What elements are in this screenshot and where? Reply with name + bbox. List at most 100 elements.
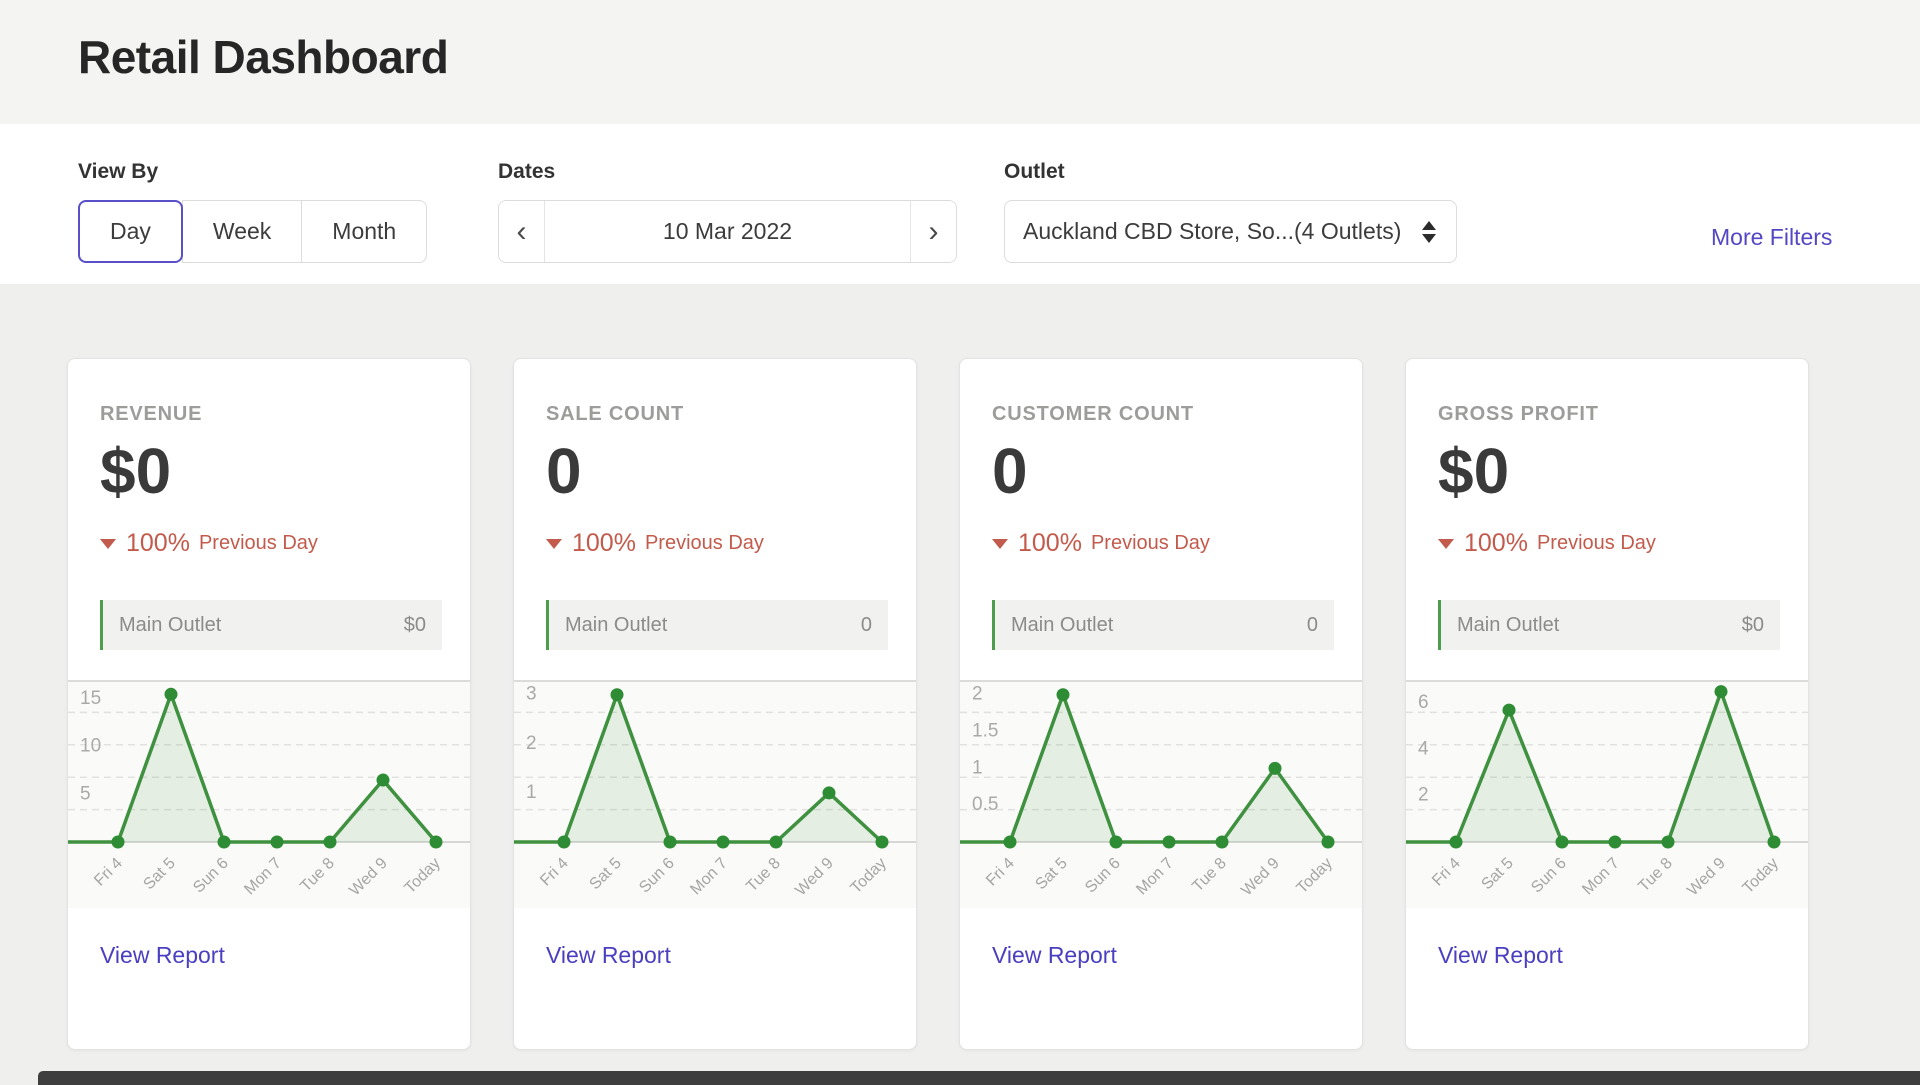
previous-day-button[interactable]: ‹ [499,201,545,262]
filter-outlet: Outlet Auckland CBD Store, So...(4 Outle… [1004,160,1457,263]
svg-text:Sun 6: Sun 6 [1082,855,1124,897]
change-period: Previous Day [644,532,764,555]
date-picker: ‹ 10 Mar 2022 › [498,200,957,263]
dates-label: Dates [498,160,556,183]
outlet-breakdown-row: Main Outlet 0 [992,600,1334,651]
change-period: Previous Day [1090,532,1210,555]
card-title: CUSTOMER COUNT [992,403,1194,425]
svg-text:Today: Today [402,855,444,897]
spinner-icon [1422,220,1436,243]
change-indicator: 100% Previous Day [546,529,884,558]
chevron-left-icon: ‹ [516,214,527,248]
svg-text:Tue 8: Tue 8 [1635,855,1676,896]
outlet-select[interactable]: Auckland CBD Store, So...(4 Outlets) [1004,200,1457,263]
svg-text:Sat 5: Sat 5 [1032,855,1071,894]
svg-text:Mon 7: Mon 7 [687,855,731,899]
view-report-link[interactable]: View Report [546,942,671,969]
card-title: SALE COUNT [546,403,684,425]
outlet-breakdown-row: Main Outlet $0 [100,600,442,651]
outlet-value: $0 [403,613,426,636]
view-by-segmented-control: Day Week Month [78,200,428,263]
svg-text:0.5: 0.5 [972,794,998,815]
outlet-name: Main Outlet [119,613,222,636]
gross-profit-card: GROSS PROFIT $0 100% Previous Day Main O… [1405,358,1809,1050]
view-by-week-button[interactable]: Week [181,200,303,263]
trend-chart: 2 1.5 1 0.5 Fri 4 Sat 5 Sun 6 Mon 7 Tue 8 Wed 9 To… [960,680,1362,909]
view-by-day-button[interactable]: Day [78,200,183,263]
svg-text:Tue 8: Tue 8 [743,855,784,896]
svg-text:2: 2 [526,733,537,754]
decrease-icon [546,538,562,549]
svg-text:Fri 4: Fri 4 [983,855,1018,890]
card-value: $0 [100,435,172,507]
change-period: Previous Day [1536,532,1656,555]
svg-text:10: 10 [80,736,101,757]
svg-text:Sun 6: Sun 6 [636,855,678,897]
revenue-card: REVENUE $0 100% Previous Day Main Outlet… [67,358,471,1050]
bottom-panel-edge [38,1071,1920,1085]
chevron-right-icon: › [928,214,939,248]
outlet-selected-value: Auckland CBD Store, So...(4 Outlets) [1023,218,1402,244]
svg-text:Mon 7: Mon 7 [1579,855,1623,899]
svg-text:Sun 6: Sun 6 [190,855,232,897]
change-indicator: 100% Previous Day [100,529,438,558]
card-value: 0 [992,435,1028,507]
outlet-name: Main Outlet [565,613,668,636]
spinner-down-icon [1422,233,1436,243]
decrease-icon [992,538,1008,549]
svg-text:Tue 8: Tue 8 [297,855,338,896]
svg-text:Wed 9: Wed 9 [792,855,837,900]
svg-text:6: 6 [1418,692,1429,713]
svg-text:Sat 5: Sat 5 [586,855,625,894]
svg-text:Wed 9: Wed 9 [346,855,391,900]
change-indicator: 100% Previous Day [992,529,1330,558]
svg-text:1: 1 [972,758,983,779]
svg-text:2: 2 [972,684,983,705]
svg-text:Sat 5: Sat 5 [1478,855,1517,894]
card-title: REVENUE [100,403,203,425]
outlet-breakdown-row: Main Outlet 0 [546,600,888,651]
svg-text:2: 2 [1418,785,1429,806]
view-by-label: View By [78,160,159,183]
svg-text:Today: Today [848,855,890,897]
outlet-breakdown-row: Main Outlet $0 [1438,600,1780,651]
svg-text:Wed 9: Wed 9 [1684,855,1729,900]
outlet-name: Main Outlet [1011,613,1114,636]
svg-text:1.5: 1.5 [972,721,998,742]
card-value: 0 [546,435,582,507]
next-day-button[interactable]: › [910,201,956,262]
view-report-link[interactable]: View Report [992,942,1117,969]
metric-cards-row: REVENUE $0 100% Previous Day Main Outlet… [67,358,1920,1050]
svg-text:Tue 8: Tue 8 [1189,855,1230,896]
view-by-month-button[interactable]: Month [301,200,428,263]
change-period: Previous Day [198,532,318,555]
filters-bar: View By Day Week Month Dates ‹ 10 Mar 20… [0,124,1920,284]
svg-text:4: 4 [1418,739,1429,760]
svg-text:Mon 7: Mon 7 [241,855,285,899]
svg-text:15: 15 [80,688,101,709]
spinner-up-icon [1422,220,1436,230]
svg-text:Wed 9: Wed 9 [1238,855,1283,900]
outlet-name: Main Outlet [1457,613,1560,636]
outlet-value: 0 [860,613,872,636]
svg-text:1: 1 [526,782,537,803]
card-value: $0 [1438,435,1510,507]
svg-text:3: 3 [526,684,537,705]
svg-text:Mon 7: Mon 7 [1133,855,1177,899]
change-percent: 100% [572,529,636,558]
page-header: Retail Dashboard [0,0,1920,124]
view-report-link[interactable]: View Report [100,942,225,969]
filter-dates: Dates ‹ 10 Mar 2022 › [498,160,957,263]
change-percent: 100% [1464,529,1528,558]
change-indicator: 100% Previous Day [1438,529,1776,558]
svg-text:5: 5 [80,784,91,805]
more-filters-link[interactable]: More Filters [1711,224,1833,250]
outlet-value: $0 [1741,613,1764,636]
trend-chart: 3 2 1 Fri 4 Sat 5 Sun 6 Mon 7 Tue 8 Wed 9 Today [514,680,916,909]
svg-text:Fri 4: Fri 4 [537,855,572,890]
trend-chart: 15 10 5 Fri 4 Sat 5 Sun 6 Mon 7 Tue 8 Wed 9 Today [68,680,470,909]
svg-text:Today: Today [1740,855,1782,897]
outlet-label: Outlet [1004,160,1065,183]
date-value[interactable]: 10 Mar 2022 [662,218,793,244]
view-report-link[interactable]: View Report [1438,942,1563,969]
